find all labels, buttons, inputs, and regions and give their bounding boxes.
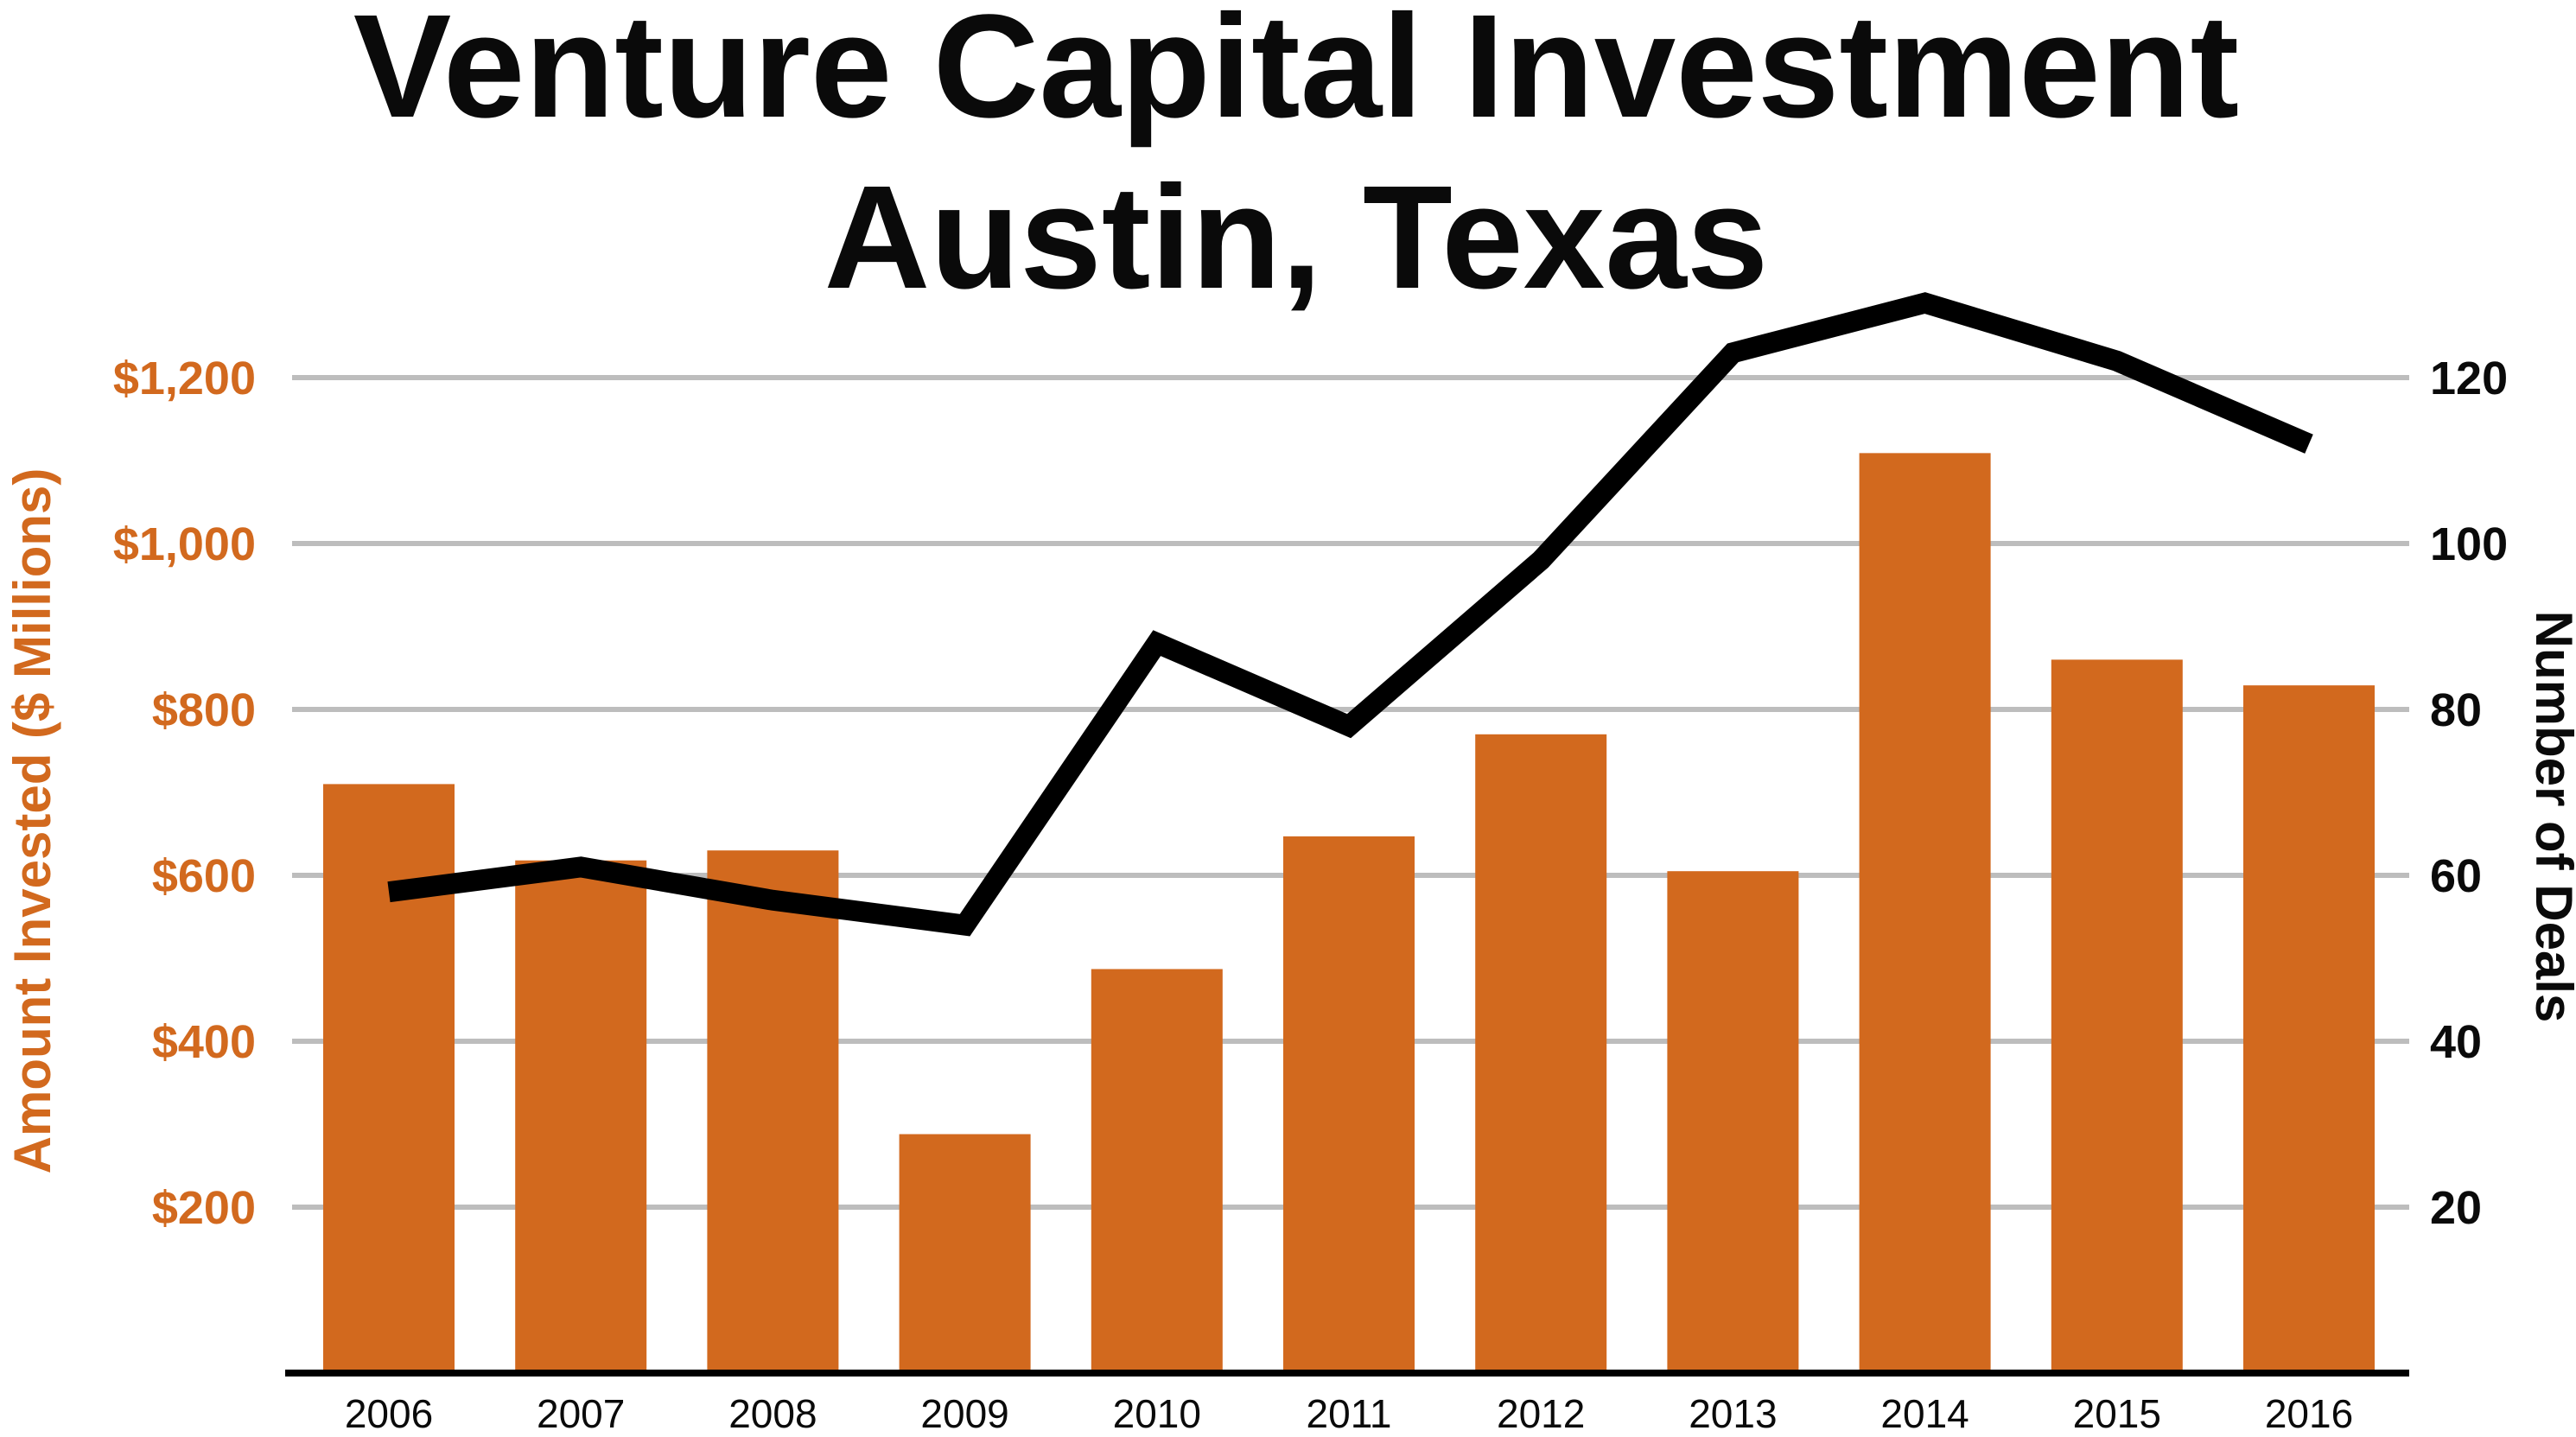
x-label-2006: 2006 <box>345 1391 433 1436</box>
bar-2011 <box>1283 836 1415 1373</box>
line-series <box>387 292 2313 937</box>
x-label-2007: 2007 <box>537 1391 625 1436</box>
left-tick-$1,000: $1,000 <box>113 518 256 570</box>
x-label-2013: 2013 <box>1689 1391 1777 1436</box>
bar-2010 <box>1091 969 1223 1373</box>
right-tick-60: 60 <box>2430 850 2482 902</box>
left-axis-tick-labels: $1,200 $1,000 $800 $600 $400 $200 <box>113 353 256 1234</box>
right-tick-40: 40 <box>2430 1016 2482 1068</box>
left-tick-$800: $800 <box>152 684 256 736</box>
right-tick-20: 20 <box>2430 1182 2482 1234</box>
bar-2013 <box>1667 871 1799 1373</box>
x-label-2015: 2015 <box>2073 1391 2161 1436</box>
left-tick-$1,200: $1,200 <box>113 353 256 404</box>
bar-2009 <box>899 1134 1031 1373</box>
x-axis-labels: 2006 2007 2008 2009 2010 2011 2012 2013 2014 2015… <box>345 1391 2353 1436</box>
bar-2012 <box>1475 734 1607 1373</box>
right-axis-tick-labels: 120 100 80 60 40 20 <box>2430 353 2508 1234</box>
bar-2008 <box>707 850 839 1373</box>
x-label-2014: 2014 <box>1880 1391 1969 1436</box>
chart-title-line1: Venture Capital Investment <box>353 0 2239 149</box>
right-tick-120: 120 <box>2430 353 2508 404</box>
left-tick-$600: $600 <box>152 850 256 902</box>
left-tick-$400: $400 <box>152 1016 256 1068</box>
right-tick-100: 100 <box>2430 518 2508 570</box>
x-label-2012: 2012 <box>1497 1391 1585 1436</box>
bar-2006 <box>323 784 455 1373</box>
bar-2016 <box>2243 685 2375 1373</box>
chart-title-line2: Austin, Texas <box>824 156 1769 320</box>
bar-2007 <box>515 860 647 1373</box>
right-tick-80: 80 <box>2430 684 2482 736</box>
x-label-2010: 2010 <box>1113 1391 1201 1436</box>
bar-2014 <box>1859 453 1991 1373</box>
bar-series <box>323 453 2375 1373</box>
left-axis-title: Amount Invested ($ Millions) <box>3 468 61 1174</box>
deals-line <box>387 292 2313 937</box>
x-label-2008: 2008 <box>728 1391 817 1436</box>
bar-2015 <box>2051 659 2183 1373</box>
x-label-2011: 2011 <box>1307 1391 1392 1436</box>
left-tick-$200: $200 <box>152 1182 256 1234</box>
x-label-2016: 2016 <box>2265 1391 2353 1436</box>
right-axis-title: Number of Deals <box>2525 611 2576 1023</box>
x-label-2009: 2009 <box>920 1391 1008 1436</box>
